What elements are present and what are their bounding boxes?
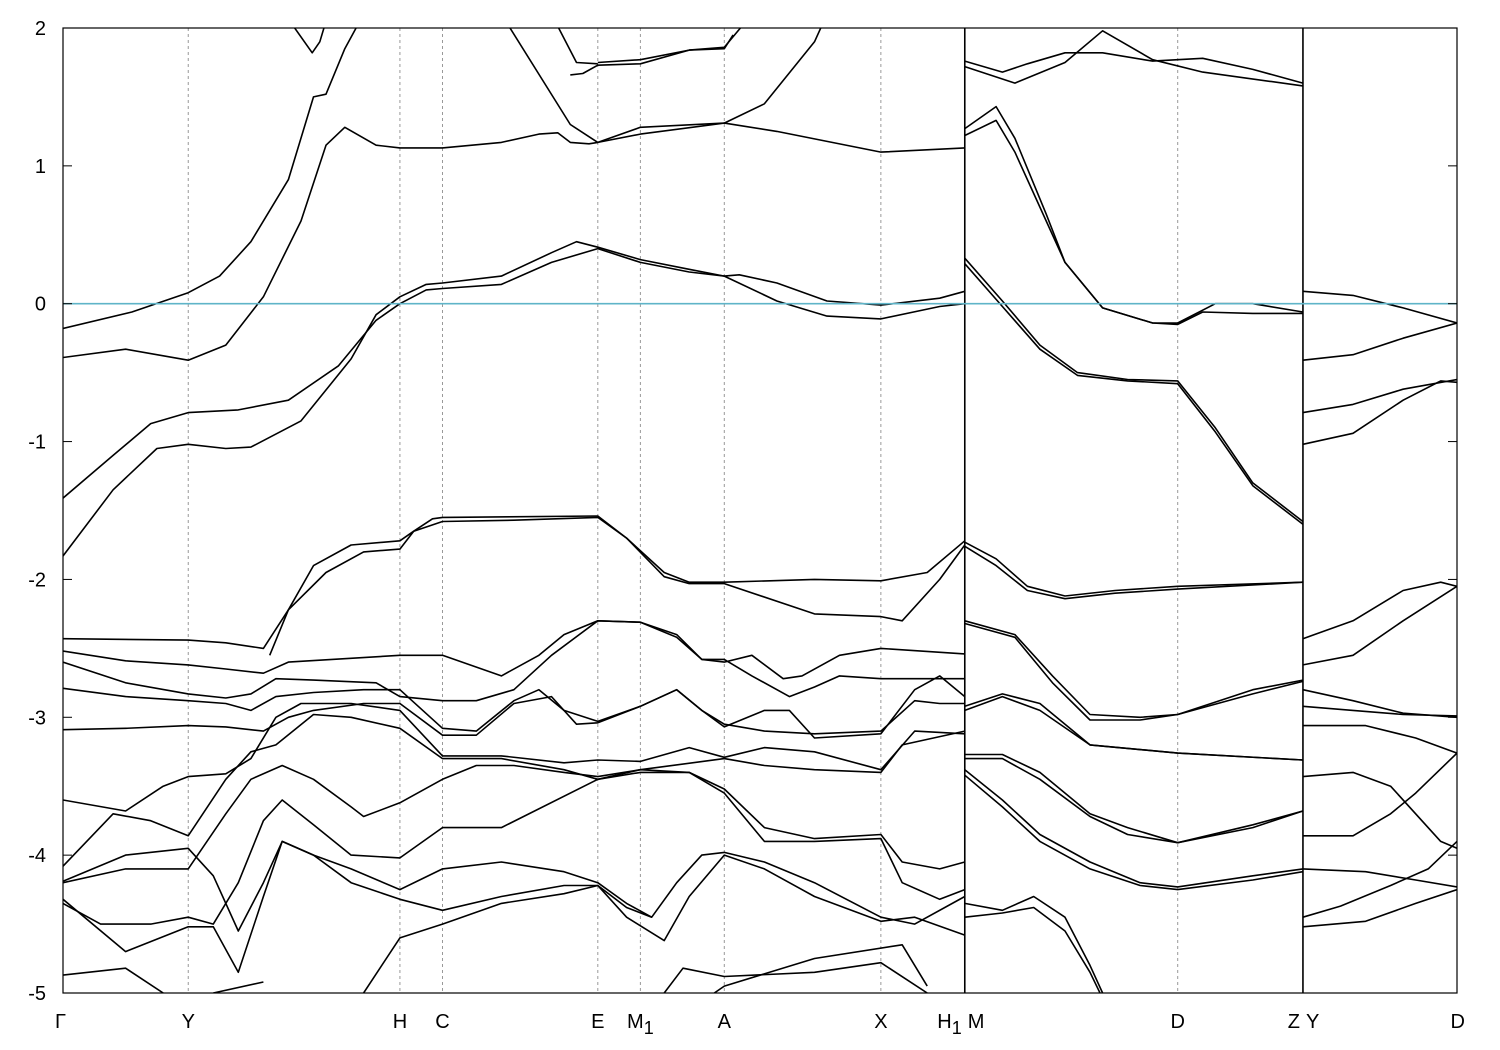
band-line xyxy=(63,122,965,361)
band-line xyxy=(63,28,357,330)
kpoint-label: X xyxy=(874,1011,887,1033)
kpoint-label: D xyxy=(1170,1011,1184,1033)
y-tick-label: 0 xyxy=(35,294,46,316)
kpoint-label: Y xyxy=(182,1011,195,1033)
band-line xyxy=(964,622,1304,721)
band-line xyxy=(1302,380,1457,446)
band-line xyxy=(1302,290,1457,324)
band-line xyxy=(964,769,1304,888)
band-line xyxy=(1302,585,1457,666)
band-line xyxy=(1302,378,1457,414)
kpoint-label: Y xyxy=(1306,1011,1319,1033)
band-lines xyxy=(63,28,1457,993)
band-line xyxy=(964,774,1304,891)
band-line xyxy=(964,757,1304,844)
kpoint-gridlines xyxy=(187,28,1304,993)
band-line xyxy=(63,688,965,736)
segment-breaks xyxy=(963,28,1304,993)
band-line xyxy=(713,944,928,993)
x-axis-kpoint-labels: Γ Y H C E M1 A X H1 M D Z Y D xyxy=(55,1011,1465,1038)
band-line xyxy=(63,840,966,932)
band-line xyxy=(294,28,325,54)
band-line xyxy=(1302,868,1457,888)
band-line xyxy=(964,895,1104,993)
band-line xyxy=(570,34,734,76)
kpoint-label: C xyxy=(435,1011,449,1033)
y-tick-label: -5 xyxy=(28,983,46,1005)
y-tick-label: -4 xyxy=(28,845,46,867)
band-line xyxy=(1302,705,1457,717)
band-line xyxy=(1302,888,1457,928)
band-line xyxy=(964,119,1303,326)
band-line xyxy=(63,247,965,499)
y-axis-ticks: -5 -4 -3 -2 -1 0 1 2 xyxy=(28,18,1457,1005)
band-line xyxy=(509,28,822,144)
y-tick-label: -1 xyxy=(28,432,46,454)
band-line xyxy=(63,240,966,557)
band-line xyxy=(63,967,164,993)
band-line xyxy=(964,695,1303,761)
band-line xyxy=(63,702,965,812)
band-line xyxy=(1302,840,1457,918)
kpoint-label: Γ xyxy=(55,1011,66,1033)
y-tick-label: 1 xyxy=(35,156,46,178)
band-line xyxy=(964,620,1304,719)
band-line xyxy=(362,884,652,993)
band-line xyxy=(1302,724,1457,754)
band-line xyxy=(63,516,966,650)
kpoint-label: Z xyxy=(1288,1011,1300,1033)
band-line xyxy=(964,693,1303,761)
kpoint-label: M xyxy=(968,1011,985,1033)
band-line xyxy=(964,263,1304,525)
kpoint-label: A xyxy=(718,1011,732,1033)
band-line xyxy=(964,30,1304,87)
kpoint-label: D xyxy=(1451,1011,1465,1033)
kpoint-label: H xyxy=(393,1011,407,1033)
band-line xyxy=(1302,771,1457,850)
band-line xyxy=(63,675,966,739)
band-line xyxy=(213,981,264,993)
band-line xyxy=(63,840,966,974)
band-line xyxy=(964,105,1304,324)
band-line xyxy=(964,541,1303,597)
band-line xyxy=(964,545,1303,600)
band-line xyxy=(557,28,598,65)
band-line xyxy=(63,713,965,867)
kpoint-label: H1 xyxy=(937,1011,961,1038)
band-line xyxy=(268,515,966,656)
band-line xyxy=(597,28,742,64)
y-tick-label: -3 xyxy=(28,707,46,729)
band-line xyxy=(964,753,1304,844)
band-line xyxy=(1302,752,1457,837)
kpoint-label: M1 xyxy=(627,1011,654,1038)
band-line xyxy=(1302,322,1457,361)
y-tick-label: 2 xyxy=(35,18,46,40)
band-line xyxy=(63,771,966,925)
band-line xyxy=(964,906,1101,993)
band-line xyxy=(63,620,965,702)
band-line xyxy=(1302,581,1457,640)
band-line xyxy=(964,52,1304,84)
band-line xyxy=(63,764,966,884)
band-line xyxy=(63,620,965,698)
y-tick-label: -2 xyxy=(28,569,46,591)
band-line xyxy=(663,961,928,993)
band-line xyxy=(964,257,1304,523)
kpoint-label: E xyxy=(591,1011,604,1033)
plot-frame xyxy=(62,27,1458,994)
